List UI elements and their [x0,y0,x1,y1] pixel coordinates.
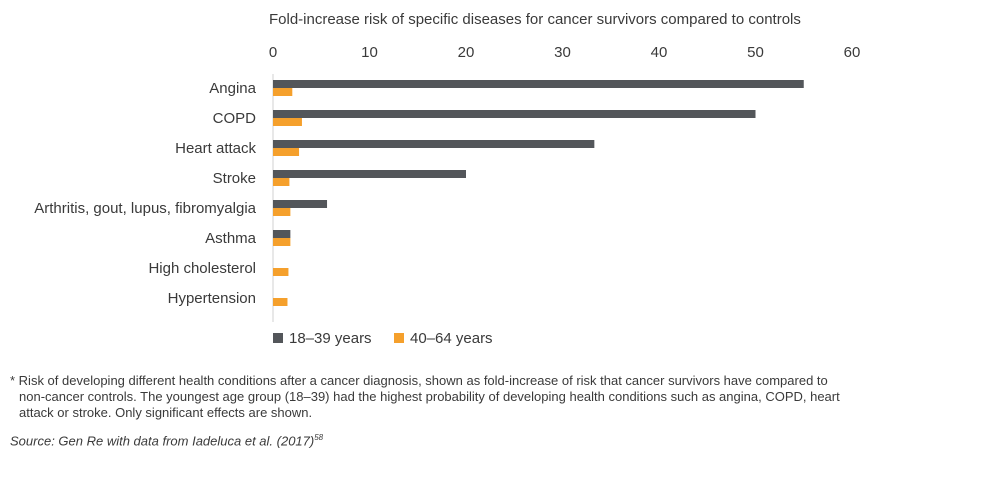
x-tick-label: 50 [747,44,764,61]
x-tick-label: 10 [361,44,378,61]
chart-title: Fold-increase risk of specific diseases … [269,11,801,28]
bar-series-2 [273,208,291,216]
category-labels: Angina COPD Heart attack Stroke Arthritis, g… [34,80,256,307]
category-label: Angina [209,80,256,97]
source-reference: 58 [314,433,324,442]
source-text: Source: Gen Re with data from Iadeluca e… [10,433,315,449]
bar-series-2 [273,88,293,96]
category-label: High cholesterol [148,260,256,277]
category-label: Heart attack [175,140,256,157]
bar-series-1 [273,140,595,148]
bar-series-2 [273,148,300,156]
category-label: COPD [213,110,257,127]
bar-series-2 [273,238,291,246]
category-label: Asthma [205,230,257,247]
bar-series-1 [273,80,804,88]
bar-series-2 [273,178,290,186]
bar-series-2 [273,298,288,306]
x-tick-label: 60 [844,44,861,61]
category-label: Stroke [213,170,256,187]
category-label: Arthritis, gout, lupus, fibromyalgia [34,200,256,217]
legend: 18–39 years 40–64 years [273,330,493,347]
bars [273,80,804,306]
x-tick-label: 20 [458,44,475,61]
bar-chart: Fold-increase risk of specific diseases … [34,11,861,347]
legend-label: 40–64 years [410,330,493,347]
legend-swatch [273,333,283,343]
bar-series-2 [273,268,289,276]
bar-series-1 [273,110,756,118]
x-tick-label: 30 [554,44,571,61]
x-tick-label: 40 [651,44,668,61]
x-tick-label: 0 [269,44,277,61]
bar-series-2 [273,118,302,126]
bar-series-1 [273,200,328,208]
bar-series-1 [273,170,466,178]
source-note: Source: Gen Re with data from Iadeluca e… [10,433,323,448]
footnote: * Risk of developing different health co… [10,373,840,420]
category-label: Hypertension [168,290,256,307]
x-axis-ticks: 0 10 20 30 40 50 60 [269,44,861,61]
legend-swatch [394,333,404,343]
legend-label: 18–39 years [289,330,372,347]
bar-series-1 [273,230,291,238]
